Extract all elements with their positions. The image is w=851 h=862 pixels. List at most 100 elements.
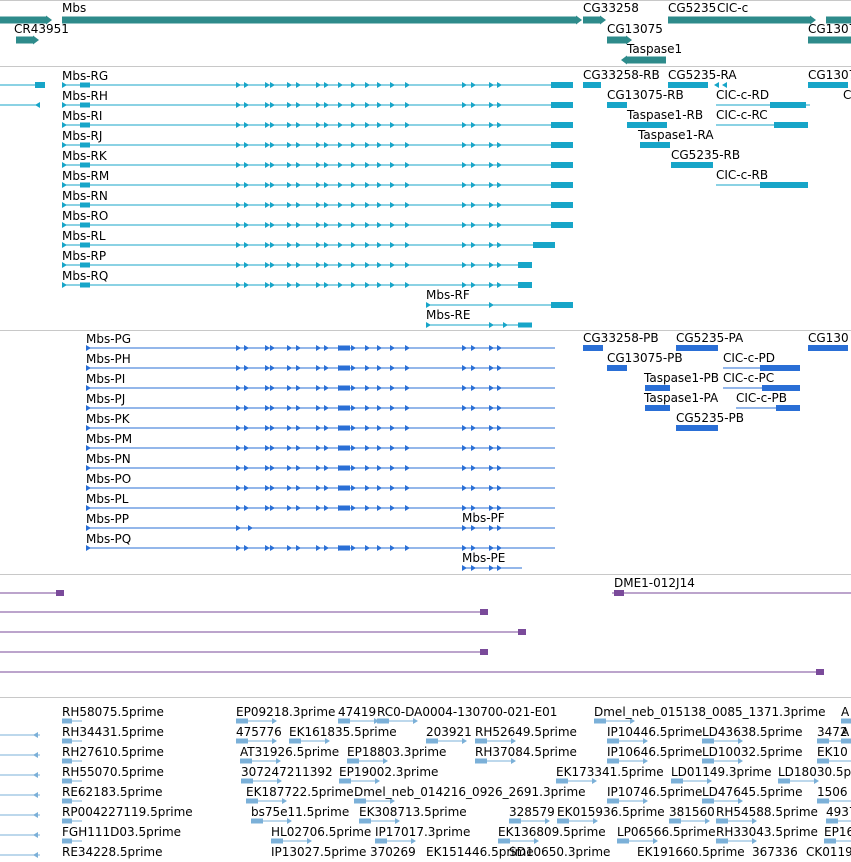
exon-block[interactable] <box>80 262 90 268</box>
strand-arrow[interactable] <box>244 465 249 471</box>
strand-arrow[interactable] <box>471 405 476 411</box>
strand-arrow[interactable] <box>471 345 476 351</box>
feature-label[interactable]: Mbs-PM <box>86 432 133 446</box>
strand-arrow[interactable] <box>462 122 467 128</box>
strand-arrow[interactable] <box>338 142 343 148</box>
strand-arrow[interactable] <box>738 758 743 764</box>
exon-block[interactable] <box>338 445 350 451</box>
gene-end-arrow[interactable] <box>46 15 52 25</box>
alignment-block[interactable] <box>480 609 488 615</box>
strand-arrow[interactable] <box>270 142 275 148</box>
gene-end-arrow[interactable] <box>576 15 582 25</box>
strand-arrow[interactable] <box>244 122 249 128</box>
feature-label[interactable]: CG13075-PB <box>607 351 683 365</box>
strand-arrow[interactable] <box>365 122 370 128</box>
strand-arrow[interactable] <box>62 202 67 208</box>
strand-arrow[interactable] <box>338 162 343 168</box>
strand-arrow[interactable] <box>471 182 476 188</box>
strand-arrow[interactable] <box>497 102 502 108</box>
est-block[interactable] <box>826 818 838 824</box>
strand-arrow[interactable] <box>33 852 38 858</box>
strand-arrow[interactable] <box>338 242 343 248</box>
strand-arrow[interactable] <box>236 82 241 88</box>
strand-arrow[interactable] <box>324 282 329 288</box>
strand-arrow[interactable] <box>236 182 241 188</box>
strand-arrow[interactable] <box>324 365 329 371</box>
strand-arrow[interactable] <box>497 182 502 188</box>
exon-block[interactable] <box>760 182 808 188</box>
strand-arrow[interactable] <box>316 385 321 391</box>
strand-arrow[interactable] <box>33 812 38 818</box>
strand-arrow[interactable] <box>265 122 270 128</box>
strand-arrow[interactable] <box>643 758 648 764</box>
strand-arrow[interactable] <box>324 262 329 268</box>
est-block[interactable] <box>359 818 371 824</box>
strand-arrow[interactable] <box>471 162 476 168</box>
strand-arrow[interactable] <box>405 242 410 248</box>
strand-arrow[interactable] <box>462 505 467 511</box>
strand-arrow[interactable] <box>244 82 249 88</box>
strand-arrow[interactable] <box>316 425 321 431</box>
strand-arrow[interactable] <box>390 122 395 128</box>
strand-arrow[interactable] <box>471 485 476 491</box>
strand-arrow[interactable] <box>287 182 292 188</box>
alignment-block[interactable] <box>614 590 624 596</box>
strand-arrow[interactable] <box>390 142 395 148</box>
strand-arrow[interactable] <box>377 202 382 208</box>
feature-label[interactable]: CG5235 <box>668 1 717 15</box>
feature-label[interactable]: A <box>841 705 850 719</box>
strand-arrow[interactable] <box>324 505 329 511</box>
strand-arrow[interactable] <box>395 818 400 824</box>
strand-arrow[interactable] <box>265 262 270 268</box>
strand-arrow[interactable] <box>244 485 249 491</box>
strand-arrow[interactable] <box>471 242 476 248</box>
strand-arrow[interactable] <box>390 505 395 511</box>
strand-arrow[interactable] <box>351 365 356 371</box>
strand-arrow[interactable] <box>33 792 38 798</box>
strand-arrow[interactable] <box>365 345 370 351</box>
strand-arrow[interactable] <box>462 102 467 108</box>
strand-arrow[interactable] <box>265 162 270 168</box>
feature-label[interactable]: Mbs-RO <box>62 209 109 223</box>
feature-label[interactable]: LP06566.5prime <box>617 825 716 839</box>
feature-label[interactable]: CIC-c <box>717 1 749 15</box>
strand-arrow[interactable] <box>738 798 743 804</box>
feature-label[interactable]: Mbs-RQ <box>62 269 109 283</box>
strand-arrow[interactable] <box>324 465 329 471</box>
strand-arrow[interactable] <box>236 365 241 371</box>
strand-arrow[interactable] <box>489 222 494 228</box>
strand-arrow[interactable] <box>324 142 329 148</box>
feature-label[interactable]: CIC-c-RC <box>716 108 768 122</box>
feature-label[interactable]: RE62183.5prime <box>62 785 163 799</box>
strand-arrow[interactable] <box>497 222 502 228</box>
strand-arrow[interactable] <box>365 162 370 168</box>
strand-arrow[interactable] <box>62 162 67 168</box>
feature-label[interactable]: SD10650.3prime <box>509 845 611 859</box>
strand-arrow[interactable] <box>287 262 292 268</box>
strand-arrow[interactable] <box>377 222 382 228</box>
strand-arrow[interactable] <box>377 445 382 451</box>
strand-arrow[interactable] <box>462 202 467 208</box>
strand-arrow[interactable] <box>497 505 502 511</box>
feature-label[interactable]: 367336 <box>752 845 798 859</box>
strand-arrow[interactable] <box>405 545 410 551</box>
est-block[interactable] <box>671 778 683 784</box>
strand-arrow[interactable] <box>316 405 321 411</box>
est-block[interactable] <box>236 738 248 744</box>
strand-arrow[interactable] <box>244 282 249 288</box>
alignment-block[interactable] <box>480 649 488 655</box>
strand-arrow[interactable] <box>270 545 275 551</box>
strand-arrow[interactable] <box>265 505 270 511</box>
strand-arrow[interactable] <box>272 718 277 724</box>
gene-span[interactable] <box>62 16 576 24</box>
est-block[interactable] <box>556 778 568 784</box>
est-block[interactable] <box>241 778 253 784</box>
exon-block[interactable] <box>80 122 90 128</box>
est-block[interactable] <box>347 758 359 764</box>
strand-arrow[interactable] <box>365 385 370 391</box>
feature-label[interactable]: CG5235-PB <box>676 411 745 425</box>
strand-arrow[interactable] <box>405 82 410 88</box>
feature-label[interactable]: Mbs-PN <box>86 452 131 466</box>
strand-arrow[interactable] <box>265 385 270 391</box>
feature-label[interactable]: Mbs-PH <box>86 352 131 366</box>
